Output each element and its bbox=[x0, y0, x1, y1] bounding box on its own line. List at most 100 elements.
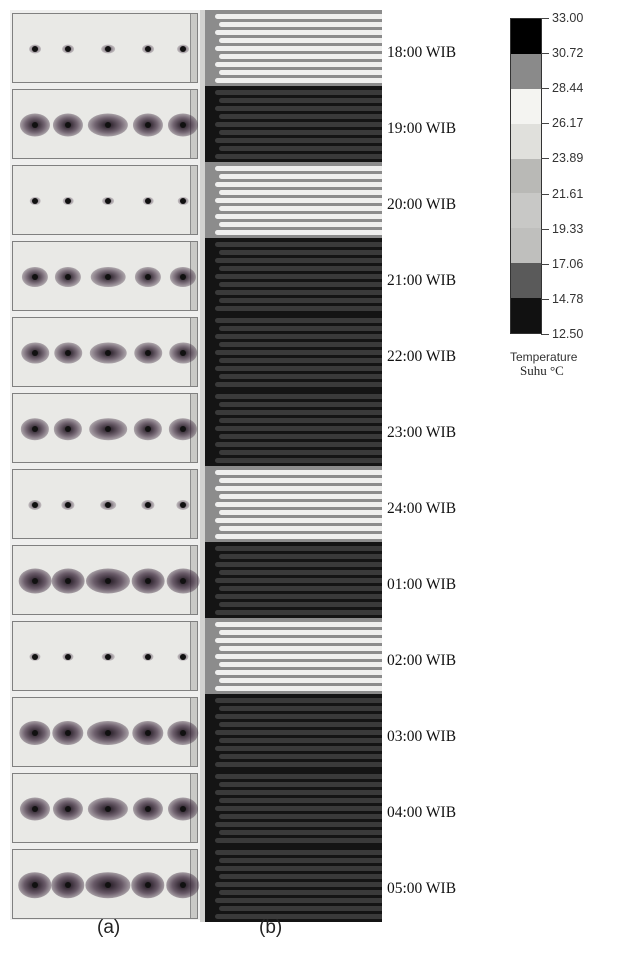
pipe-panel-b bbox=[205, 86, 389, 162]
pipe-lane bbox=[215, 14, 385, 19]
pipe-lane bbox=[219, 782, 389, 787]
colorbar-tick-mark bbox=[541, 123, 549, 125]
pipe-dot bbox=[32, 882, 38, 888]
pipe-lane bbox=[215, 166, 385, 171]
pipe-lane bbox=[219, 738, 389, 743]
time-label: 22:00 WIB bbox=[387, 348, 457, 365]
colorbar-tick-label: 30.72 bbox=[552, 46, 584, 61]
colorbar-tick-label: 33.00 bbox=[552, 11, 584, 25]
pipe-dot bbox=[105, 46, 111, 52]
time-label: 20:00 WIB bbox=[387, 196, 457, 213]
pipe-dot bbox=[105, 198, 111, 204]
pipe-lane bbox=[219, 906, 389, 911]
pipe-dot bbox=[145, 730, 151, 736]
pipe-dot bbox=[65, 578, 71, 584]
pipe-lane bbox=[219, 54, 389, 59]
pipe-lane bbox=[219, 222, 389, 227]
pipe-dot bbox=[32, 46, 38, 52]
pipe-lane bbox=[215, 230, 385, 235]
panel-separator bbox=[200, 162, 205, 238]
colorbar-band bbox=[511, 123, 541, 160]
pipe-lane bbox=[215, 774, 385, 779]
pipe-lane bbox=[215, 914, 385, 919]
colorbar-tick-mark bbox=[541, 263, 549, 265]
pipe-lane bbox=[215, 486, 385, 491]
pipe-lane bbox=[219, 130, 389, 135]
pipe-lane bbox=[219, 114, 389, 119]
pipe-dot bbox=[180, 274, 186, 280]
pipe-dot bbox=[105, 350, 111, 356]
colorbar-tick-label: 21.61 bbox=[552, 186, 584, 201]
serpentine-pipe bbox=[205, 466, 389, 542]
pipe-lane bbox=[219, 98, 389, 103]
pipe-dot bbox=[180, 806, 186, 812]
time-row bbox=[10, 542, 389, 618]
temperature-colorbar bbox=[510, 18, 542, 334]
pipe-dot bbox=[105, 274, 111, 280]
pipe-lane bbox=[215, 850, 385, 855]
time-label: 19:00 WIB bbox=[387, 120, 457, 137]
colorbar-tick-label: 19.33 bbox=[552, 221, 584, 236]
pipe-lane bbox=[215, 410, 385, 415]
pipe-lane bbox=[219, 602, 389, 607]
pipe-dot bbox=[180, 350, 186, 356]
colorbar-tick-label: 14.78 bbox=[552, 291, 584, 306]
pipe-lane bbox=[219, 662, 389, 667]
pipe-lane bbox=[215, 182, 385, 187]
pipe-lane bbox=[219, 630, 389, 635]
panel-separator bbox=[200, 770, 205, 846]
pipe-dot bbox=[32, 806, 38, 812]
pipe-lane bbox=[219, 706, 389, 711]
time-row bbox=[10, 10, 389, 86]
time-row bbox=[10, 846, 389, 922]
time-row bbox=[10, 466, 389, 542]
colorbar-title: Temperature bbox=[510, 350, 578, 364]
colorbar-tick-mark bbox=[541, 334, 549, 335]
pipe-lane bbox=[215, 258, 385, 263]
time-label: 24:00 WIB bbox=[387, 500, 457, 517]
pipe-lane bbox=[215, 594, 385, 599]
pipe-lane bbox=[219, 814, 389, 819]
tank-panel-a bbox=[12, 89, 199, 159]
serpentine-pipe bbox=[205, 314, 389, 390]
pipe-lane bbox=[219, 374, 389, 379]
pipe-lane bbox=[219, 206, 389, 211]
pipe-dot bbox=[180, 578, 186, 584]
pipe-lane bbox=[219, 754, 389, 759]
tank-panel-a bbox=[12, 545, 200, 615]
pipe-lane bbox=[219, 250, 389, 255]
pipe-dot bbox=[145, 122, 151, 128]
pipe-dot bbox=[32, 198, 38, 204]
pipe-lane bbox=[219, 174, 389, 179]
serpentine-pipe bbox=[205, 770, 389, 846]
pipe-panel-b bbox=[205, 466, 389, 542]
pipe-lane bbox=[215, 318, 385, 323]
panel-separator bbox=[200, 314, 205, 390]
colorbar-band bbox=[511, 298, 541, 334]
pipe-lane bbox=[215, 534, 385, 539]
pipe-dot bbox=[145, 806, 151, 812]
time-label: 18:00 WIB bbox=[387, 44, 457, 61]
tank-panel-a bbox=[12, 317, 198, 387]
time-row bbox=[10, 770, 389, 846]
pipe-lane bbox=[215, 90, 385, 95]
colorbar-tick-mark bbox=[541, 53, 549, 55]
pipe-lane bbox=[219, 494, 389, 499]
pipe-dot bbox=[65, 274, 71, 280]
pipe-dot bbox=[65, 122, 71, 128]
pipe-panel-b bbox=[205, 238, 389, 314]
pipe-lane bbox=[219, 722, 389, 727]
pipe-lane bbox=[215, 746, 385, 751]
colorbar-unit: Suhu °C bbox=[520, 363, 564, 378]
tank-panel-a bbox=[12, 697, 199, 767]
pipe-dot bbox=[145, 350, 151, 356]
pipe-lane bbox=[215, 762, 385, 767]
panel-label-a: (a) bbox=[97, 917, 121, 938]
colorbar-tick-label: 17.06 bbox=[552, 256, 584, 271]
colorbar-band bbox=[511, 88, 541, 125]
time-row bbox=[10, 162, 389, 238]
pipe-lane bbox=[215, 654, 385, 659]
pipe-lane bbox=[215, 306, 385, 311]
pipe-dot bbox=[105, 730, 111, 736]
pipe-lane bbox=[215, 686, 385, 691]
